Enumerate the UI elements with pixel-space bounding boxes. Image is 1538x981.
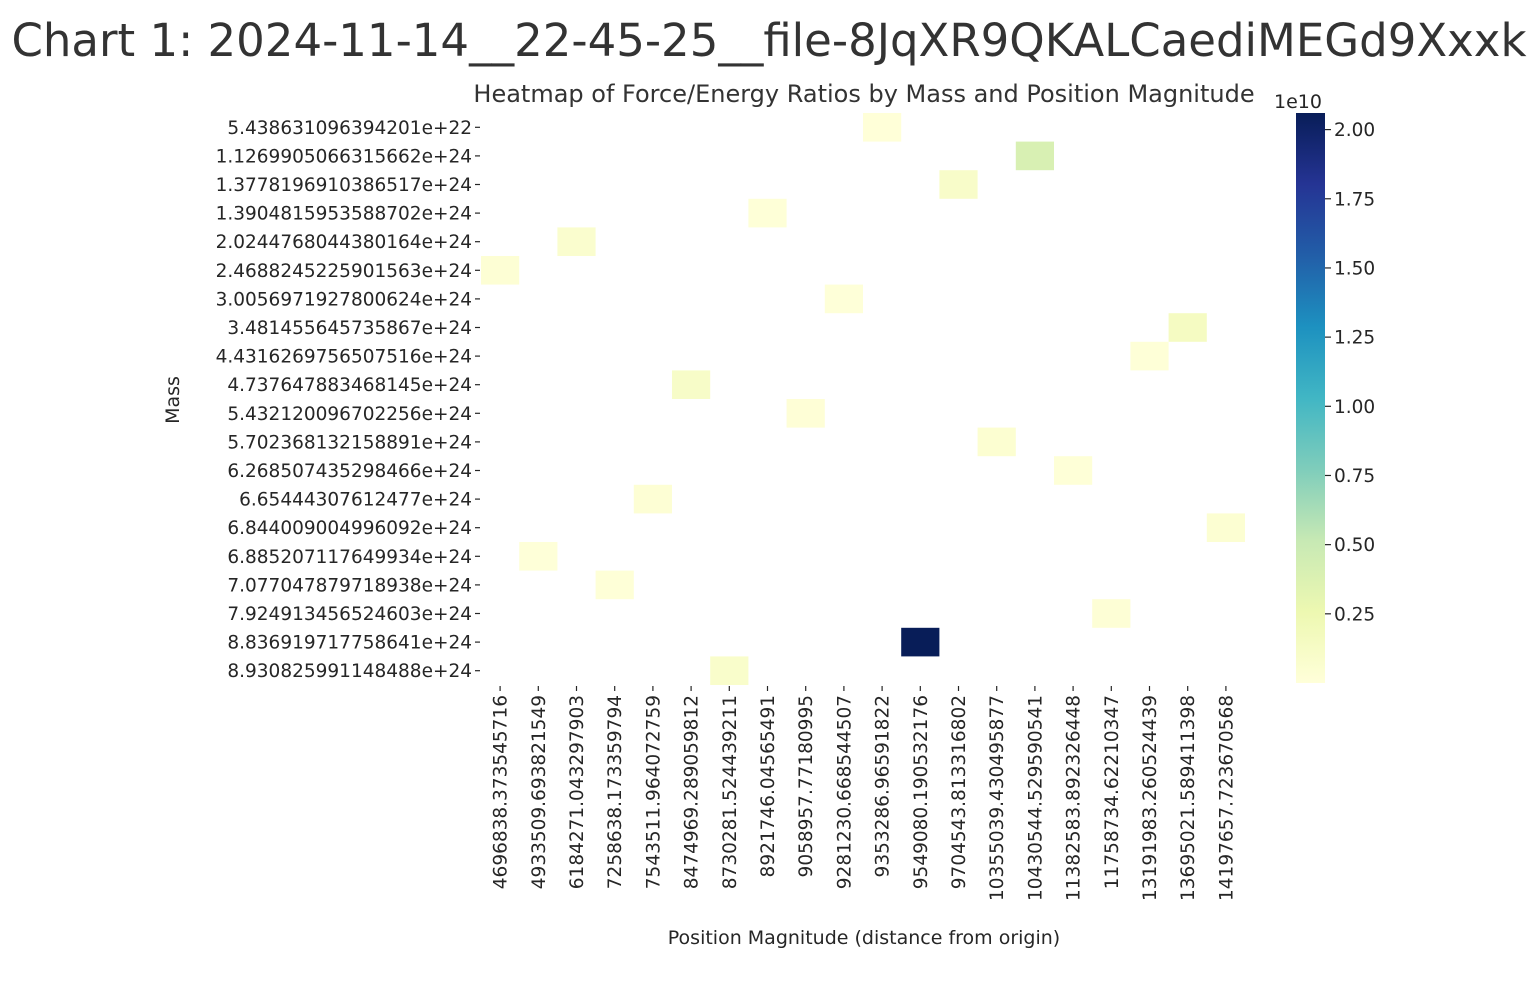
- y-tick-label-7: 3.481455645735867e+24: [227, 318, 472, 339]
- x-tick-label-11: 9549080.190532176: [911, 695, 932, 889]
- y-tick-label-17: 7.924913456524603e+24: [227, 604, 472, 625]
- page-title: Chart 1: 2024-11-14__22-45-25__file-8JqX…: [11, 14, 1527, 67]
- x-tick-label-2: 6184271.043297903: [567, 695, 588, 889]
- colorbar-tick-label-4: 1.25: [1334, 328, 1375, 349]
- y-tick-label-9: 4.737647883468145e+24: [227, 375, 472, 396]
- x-tick-label-5: 8474969.289059812: [682, 695, 703, 889]
- y-tick-label-3: 1.3904815953588702e+24: [216, 204, 472, 225]
- heatmap-cell-18: [901, 627, 940, 657]
- colorbar-scale-label: 1e10: [1274, 91, 1322, 113]
- x-tick-label-7: 8921746.04565491: [758, 695, 779, 877]
- colorbar-tick-label-2: 0.75: [1334, 466, 1375, 487]
- x-tick-label-10: 9353286.96591822: [873, 695, 894, 877]
- y-tick-label-5: 2.4688245225901563e+24: [216, 261, 472, 282]
- colorbar: [1296, 113, 1325, 683]
- heatmap-cell-7: [1168, 313, 1207, 342]
- y-tick-label-4: 2.0244768044380164e+24: [216, 232, 472, 253]
- x-tick-label-9: 9281230.668544507: [834, 695, 855, 889]
- heatmap-cell-3: [748, 198, 787, 228]
- y-tick-label-8: 4.4316269756507516e+24: [216, 347, 472, 368]
- y-tick-label-11: 5.702368132158891e+24: [227, 432, 472, 453]
- heatmap-cell-4: [557, 227, 596, 256]
- heatmap-cell-14: [1206, 513, 1245, 542]
- colorbar-tick-label-7: 2.00: [1334, 120, 1375, 141]
- y-tick-label-2: 1.3778196910386517e+24: [216, 175, 472, 196]
- x-tick-label-6: 8730281.524439211: [720, 695, 741, 889]
- heatmap-cell-0: [863, 113, 902, 142]
- y-tick-label-18: 8.836919717758641e+24: [227, 633, 472, 654]
- colorbar-tick-label-6: 1.75: [1334, 189, 1375, 210]
- y-tick-label-19: 8.930825991148488e+24: [227, 661, 472, 682]
- x-tick-label-18: 13695021.589411398: [1178, 695, 1199, 901]
- x-tick-label-0: 4696838.373545716: [491, 695, 512, 889]
- x-tick-label-1: 4933509.693821549: [529, 695, 550, 889]
- x-axis-label: Position Magnitude (distance from origin…: [668, 927, 1060, 949]
- heatmap-cell-19: [710, 656, 749, 685]
- x-tick-label-4: 7543511.964072759: [643, 695, 664, 889]
- heatmap-cell-1: [1015, 141, 1054, 171]
- y-tick-label-16: 7.077047879718938e+24: [227, 575, 472, 596]
- heatmap-cell-16: [595, 570, 634, 600]
- colorbar-tick-label-3: 1.00: [1334, 397, 1375, 418]
- y-axis-label: Mass: [162, 376, 184, 424]
- heatmap-cell-9: [672, 370, 711, 399]
- y-tick-label-14: 6.844009004996092e+24: [227, 518, 472, 539]
- heatmap-cell-13: [633, 484, 672, 514]
- x-tick-label-12: 9704543.813316802: [949, 695, 970, 889]
- y-tick-label-6: 3.0056971927800624e+24: [216, 289, 472, 310]
- chart-title: Heatmap of Force/Energy Ratios by Mass a…: [473, 80, 1254, 108]
- heatmap-cell-15: [519, 542, 558, 571]
- x-tick-label-16: 11758734.62210347: [1102, 695, 1123, 889]
- x-tick-label-19: 14197657.723670568: [1216, 695, 1237, 901]
- colorbar-tick-label-5: 1.50: [1334, 258, 1375, 279]
- heatmap-cell-10: [786, 399, 825, 428]
- heatmap-cell-5: [481, 256, 520, 285]
- x-tick-label-17: 13191983.260524439: [1140, 695, 1161, 901]
- x-tick-label-15: 11382583.892326448: [1064, 695, 1085, 901]
- colorbar-tick-label-1: 0.50: [1334, 535, 1375, 556]
- y-tick-label-10: 5.432120096702256e+24: [227, 404, 472, 425]
- heatmap-cell-2: [939, 170, 978, 199]
- y-tick-label-13: 6.65444307612477e+24: [239, 490, 472, 511]
- y-tick-label-1: 1.1269905066315662e+24: [216, 146, 472, 167]
- x-tick-label-14: 10430544.529590541: [1025, 695, 1046, 901]
- y-tick-label-0: 5.438631096394201e+22: [227, 118, 472, 139]
- heatmap-cell-12: [1054, 456, 1093, 485]
- x-tick-label-3: 7258638.173359794: [605, 695, 626, 889]
- x-tick-label-8: 9058957.77180995: [796, 695, 817, 877]
- y-tick-label-12: 6.268507435298466e+24: [227, 461, 472, 482]
- colorbar-tick-label-0: 0.25: [1334, 604, 1375, 625]
- heatmap-cell-17: [1092, 599, 1131, 628]
- x-tick-label-13: 10355039.430495877: [987, 695, 1008, 901]
- heatmap-cell-6: [824, 284, 863, 314]
- heatmap-cell-11: [977, 427, 1016, 457]
- heatmap-cell-8: [1130, 341, 1169, 371]
- y-tick-label-15: 6.885207117649934e+24: [227, 547, 472, 568]
